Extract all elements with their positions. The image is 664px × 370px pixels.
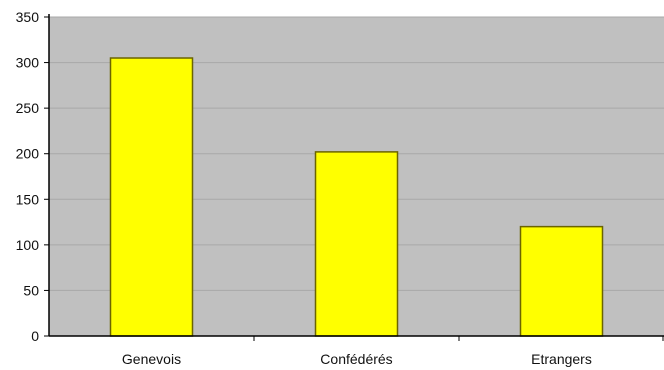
y-tick-label: 300 — [16, 55, 40, 71]
x-tick-label: Confédérés — [320, 351, 392, 367]
y-tick-label: 350 — [16, 9, 40, 25]
y-axis-tick-labels: 0 50 100 150 200 250 300 350 — [16, 9, 40, 344]
bar-etrangers — [519, 225, 604, 337]
y-tick-label: 100 — [16, 237, 40, 253]
y-tick-label: 200 — [16, 146, 40, 162]
x-axis-tick-labels: Genevois Confédérés Etrangers — [122, 351, 592, 367]
bar-genevois — [109, 57, 194, 337]
x-tick-label: Genevois — [122, 351, 181, 367]
y-tick-label: 0 — [31, 328, 39, 344]
y-tick-label: 50 — [23, 282, 39, 298]
axes — [44, 14, 664, 341]
x-tick-label: Etrangers — [531, 351, 592, 367]
bar-confédérés — [314, 151, 399, 337]
y-tick-label: 250 — [16, 100, 40, 116]
y-tick-label: 150 — [16, 191, 40, 207]
